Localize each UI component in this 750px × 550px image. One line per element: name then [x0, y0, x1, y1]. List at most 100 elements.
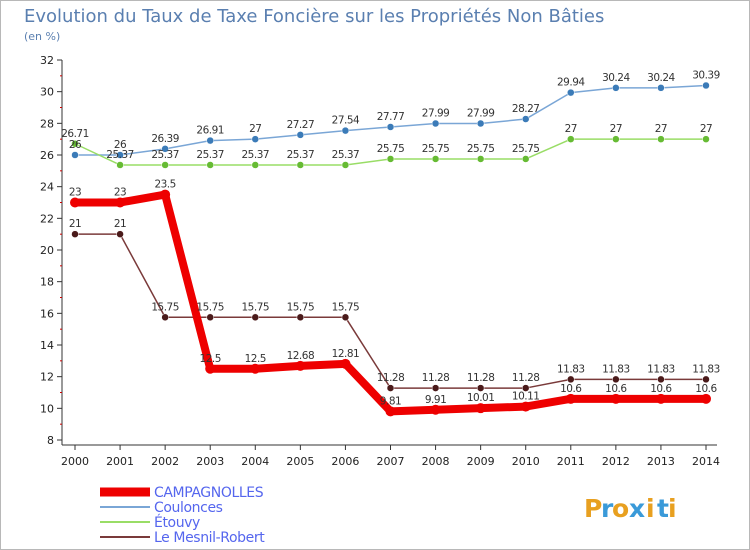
data-label-le-mesnil-robert: 15.75 [242, 301, 270, 313]
y-tick-label: 16 [40, 307, 54, 320]
data-label--touvy: 25.37 [151, 149, 179, 161]
legend-label: CAMPAGNOLLES [154, 485, 264, 501]
data-point-le-mesnil-robert [116, 230, 124, 238]
x-tick-label: 2008 [422, 455, 450, 468]
x-tick-label: 2003 [196, 455, 224, 468]
data-point-campagnolles [160, 189, 171, 200]
data-point-coulonces [431, 119, 440, 128]
data-point-coulonces [71, 151, 79, 159]
data-point-coulonces [341, 126, 350, 135]
y-tick-label: 22 [40, 212, 54, 225]
data-point--touvy [612, 135, 620, 143]
data-point-le-mesnil-robert [161, 313, 169, 322]
data-label-coulonces: 27.99 [467, 107, 495, 119]
logo-letter: r [601, 494, 614, 523]
data-label-coulonces: 26 [114, 139, 127, 151]
axes: 8 10 12 14 16 18 20 22 24 26 28 30 32 2000 2001 2002 200… [40, 54, 720, 468]
data-label-campagnolles: 23.5 [154, 179, 175, 191]
data-point-campagnolles [655, 393, 666, 404]
data-point--touvy [657, 135, 665, 143]
data-point-coulonces [251, 135, 260, 143]
data-point-coulonces [702, 81, 710, 90]
legend-label: Le Mesnil-Robert [154, 530, 265, 546]
data-label--touvy: 27 [610, 123, 622, 135]
data-point--touvy [71, 140, 79, 148]
data-label-le-mesnil-robert: 11.83 [557, 363, 585, 375]
data-label-campagnolles: 12.5 [200, 353, 221, 365]
data-point-le-mesnil-robert [71, 230, 79, 238]
data-label-le-mesnil-robert: 15.75 [151, 301, 179, 313]
data-point-le-mesnil-robert [341, 313, 350, 322]
y-tick-label: 10 [40, 402, 54, 415]
series-layer [70, 81, 711, 417]
data-label-le-mesnil-robert: 11.28 [467, 372, 495, 384]
data-point-le-mesnil-robert [521, 384, 530, 392]
data-label-campagnolles: 12.68 [287, 350, 315, 362]
data-point-coulonces [657, 84, 665, 92]
data-label--touvy: 27 [700, 123, 712, 135]
data-label-campagnolles: 23 [114, 187, 126, 199]
data-point-campagnolles [205, 363, 216, 374]
data-point--touvy [341, 161, 350, 169]
data-label-le-mesnil-robert: 11.83 [602, 363, 630, 375]
x-tick-label: 2012 [602, 455, 630, 468]
data-label-campagnolles: 12.81 [332, 348, 360, 360]
data-label-coulonces: 30.39 [692, 69, 720, 81]
data-label-le-mesnil-robert: 11.83 [692, 363, 720, 375]
y-tick-label: 20 [40, 244, 54, 257]
data-point-le-mesnil-robert [431, 384, 440, 392]
x-tick-label: 2005 [286, 455, 314, 468]
logo-letter: x [629, 494, 645, 523]
data-label-coulonces: 27 [249, 123, 261, 135]
data-label-campagnolles: 10.11 [512, 391, 540, 403]
data-point--touvy [431, 155, 440, 163]
logo-letter: i [668, 494, 677, 523]
data-label-le-mesnil-robert: 21 [69, 218, 81, 230]
data-labels: 26 26 26.39 26.91 27 27.27 27.54 27.77 27.99 27.9… [61, 69, 720, 407]
data-point-campagnolles [701, 393, 711, 404]
legend-label: Étouvy [154, 514, 200, 531]
data-point-coulonces [521, 115, 530, 123]
data-point-le-mesnil-robert [612, 375, 620, 384]
data-point-campagnolles [295, 360, 306, 371]
data-point-coulonces [476, 119, 485, 128]
y-tick-label: 26 [40, 149, 54, 162]
data-point-campagnolles [565, 393, 576, 404]
data-label-coulonces: 27.27 [287, 119, 315, 131]
data-label-coulonces: 26.39 [151, 133, 179, 145]
data-label--touvy: 25.37 [287, 149, 315, 161]
data-label-coulonces: 27.99 [422, 107, 450, 119]
legend-label: Coulonces [154, 500, 223, 516]
proxiti-logo: Pro x i t i [584, 494, 677, 523]
data-point-campagnolles [475, 403, 486, 414]
data-point-le-mesnil-robert [702, 375, 710, 384]
data-label-coulonces: 27.54 [332, 115, 360, 127]
data-point-campagnolles [70, 197, 80, 208]
data-label-le-mesnil-robert: 11.28 [422, 372, 450, 384]
x-tick-label: 2010 [512, 455, 540, 468]
x-tick-label: 2004 [241, 455, 269, 468]
data-point-le-mesnil-robert [476, 384, 485, 392]
data-point-campagnolles [610, 393, 621, 404]
data-point-le-mesnil-robert [386, 384, 395, 392]
data-point-coulonces [296, 131, 305, 139]
data-label--touvy: 25.37 [242, 149, 270, 161]
data-point--touvy [161, 161, 169, 169]
x-tick-label: 2007 [377, 455, 405, 468]
data-label--touvy: 25.37 [196, 149, 224, 161]
data-point-campagnolles [520, 401, 531, 412]
data-point--touvy [521, 155, 530, 163]
data-point--touvy [296, 161, 305, 169]
data-point--touvy [476, 155, 485, 163]
data-point-coulonces [116, 151, 124, 159]
data-label--touvy: 25.37 [106, 149, 134, 161]
data-point--touvy [116, 161, 124, 169]
data-label-campagnolles: 9.91 [425, 394, 446, 406]
y-tick-label: 30 [40, 86, 54, 99]
data-point-le-mesnil-robert [296, 313, 305, 322]
data-label-coulonces: 30.24 [602, 72, 630, 84]
data-label-le-mesnil-robert: 15.75 [287, 301, 315, 313]
data-label-coulonces: 27.77 [377, 111, 405, 123]
data-point-coulonces [206, 136, 214, 145]
